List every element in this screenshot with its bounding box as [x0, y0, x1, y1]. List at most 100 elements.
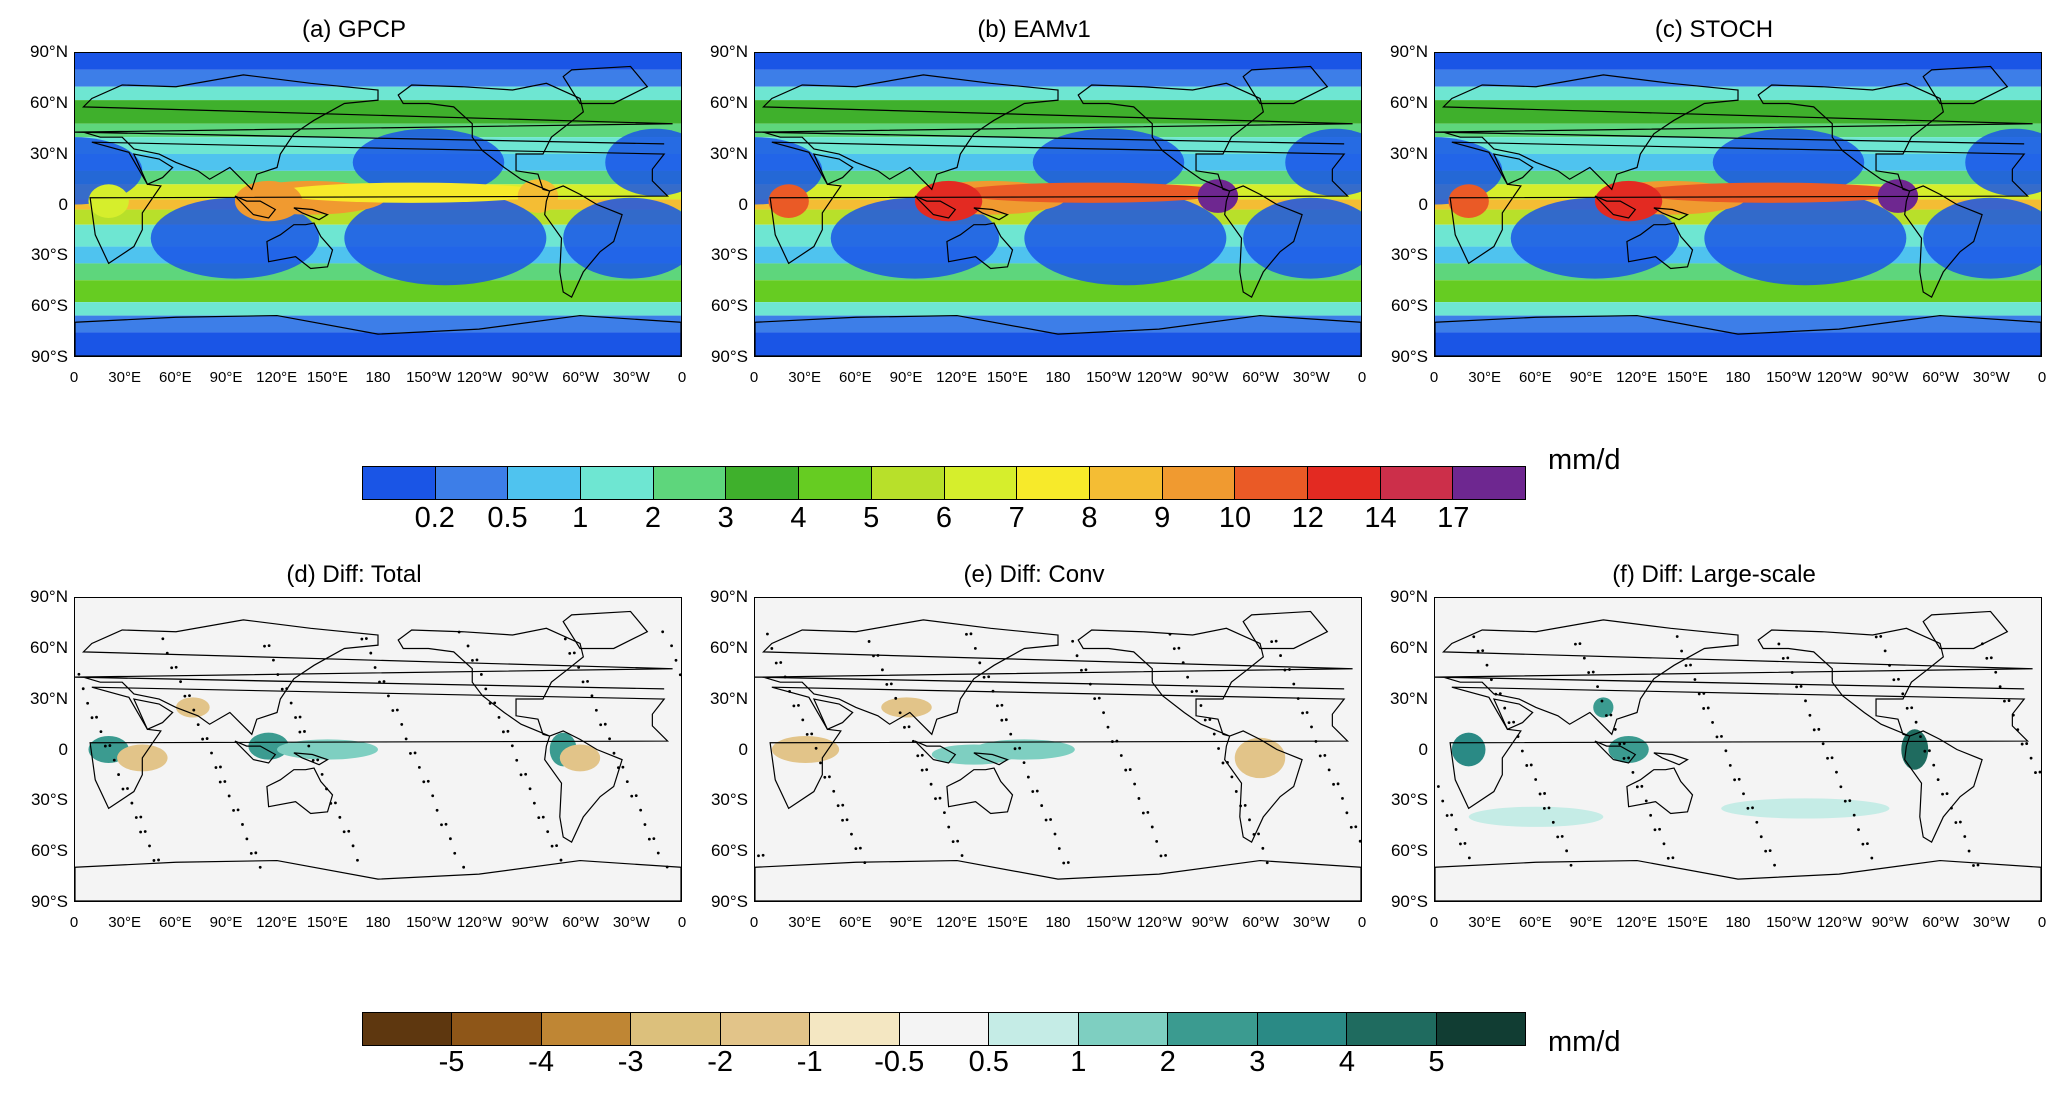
stipple-dot — [1467, 856, 1471, 860]
stipple-dot — [1644, 799, 1648, 803]
latitude-label: 90°N — [30, 42, 68, 61]
colorbar-tick-label: -3 — [617, 1046, 644, 1078]
stipple-dot — [1773, 863, 1776, 867]
diff-colorbar-unit: mm/d — [1548, 1026, 1621, 1058]
stipple-dot — [951, 840, 955, 844]
coastline — [914, 740, 957, 764]
longitude-label: 30°W — [612, 914, 650, 931]
stipple-dot — [1945, 792, 1949, 796]
coastline — [1435, 314, 2041, 356]
coastline — [75, 314, 681, 356]
stipple-dot — [995, 704, 999, 708]
stipple-dot — [263, 644, 266, 648]
diff-anomaly — [176, 697, 210, 718]
latitude-label: 30°N — [30, 143, 68, 163]
stipple-dot — [298, 715, 302, 719]
longitude-label: 150°W — [1086, 914, 1132, 931]
coastline — [1594, 195, 1637, 219]
latitude-label: 90°S — [30, 347, 68, 366]
stipple-dot — [1512, 720, 1516, 724]
map-panel: (f) Diff: Large-scale 90°N 60°N 30°N 0 30°S 60… — [1374, 561, 2054, 941]
longitude-label: 60°E — [158, 369, 192, 386]
coastline — [755, 859, 1361, 901]
stipple-dot — [241, 823, 244, 826]
longitude-label: 0 — [69, 369, 79, 386]
stipple-dot — [294, 716, 297, 719]
stipple-dot — [1441, 799, 1445, 803]
stipple-dot — [639, 808, 643, 812]
stipple-dot — [652, 837, 656, 840]
stipple-dot — [157, 858, 160, 862]
map-panel: (b) EAMv1 90°N 60°N 30°N 0 30°S 60°S 90°S 0 30°E 6… — [694, 16, 1374, 396]
coastline — [1594, 740, 1637, 764]
coastline — [397, 627, 585, 737]
latitude-label: 30°N — [1390, 688, 1428, 708]
stipple-dot — [586, 679, 589, 683]
panel-title: (d) Diff: Total — [286, 561, 422, 588]
stipple-dot — [369, 651, 373, 655]
stipple-dot — [1702, 707, 1706, 710]
stipple-dot — [373, 666, 377, 669]
stipple-dot — [497, 715, 501, 719]
stipple-dot — [311, 759, 315, 762]
coastline — [132, 698, 174, 731]
stipple-dot — [1994, 670, 1998, 674]
stipple-dot — [1000, 718, 1004, 722]
stipple-dot — [1781, 656, 1785, 660]
stipple-dot — [170, 666, 174, 670]
stipple-dot — [1119, 754, 1123, 757]
wet-region — [88, 184, 129, 218]
stipple-dot — [1843, 799, 1847, 803]
stipple-dot — [449, 837, 452, 841]
stipple-dot — [1257, 832, 1260, 836]
stipple-dot — [678, 673, 681, 677]
stipple-dot — [1609, 713, 1613, 717]
stipple-dot — [1671, 856, 1675, 860]
stipple-dot — [1358, 839, 1361, 843]
precip-band — [1435, 280, 2041, 303]
stipple-dot — [2038, 770, 2041, 774]
stipple-dot — [1689, 663, 1692, 667]
stipple-dot — [969, 632, 973, 636]
stipple-dot — [1808, 713, 1812, 717]
stipple-dot — [338, 815, 342, 819]
stipple-dot — [417, 765, 421, 769]
stipple-dot — [1044, 818, 1048, 822]
stipple-dot — [1680, 649, 1684, 653]
stipple-dot — [1318, 754, 1322, 758]
stipple-dot — [612, 751, 616, 755]
map-field — [75, 53, 681, 356]
longitude-label: 30°W — [1972, 369, 2010, 386]
coastline — [544, 730, 623, 843]
precip-colorbar — [362, 466, 1526, 500]
coastline — [562, 65, 649, 105]
stipple-dot — [289, 701, 293, 705]
map-field — [75, 598, 681, 901]
stipple-dot — [351, 844, 355, 848]
colorbar-segment — [1089, 467, 1163, 499]
coastline — [1077, 627, 1265, 737]
latitude-label: 0 — [1418, 194, 1428, 214]
stipple-dot — [1958, 820, 1962, 824]
stipple-dot — [1627, 756, 1631, 760]
latitude-label: 90°N — [30, 587, 68, 606]
stipple-dot — [210, 751, 213, 755]
precip-band — [75, 69, 681, 87]
stipple-dot — [1053, 832, 1057, 836]
coastline — [1435, 74, 2033, 191]
stipple-dot — [108, 744, 112, 747]
world-map — [1434, 52, 2042, 357]
map-panel: (e) Diff: Conv 90°N 60°N 30°N 0 30°S 60°S 90°S 0… — [694, 561, 1374, 941]
stipple-dot — [245, 837, 249, 841]
dry-region — [75, 137, 143, 205]
latitude-label: 60°N — [30, 637, 68, 657]
longitude-label: 30°E — [788, 914, 822, 931]
latitude-label: 30°S — [30, 790, 68, 810]
stipple-dot — [1998, 685, 2002, 689]
diff-anomaly — [1721, 798, 1890, 819]
stipple-dot — [1476, 649, 1480, 653]
longitude-label: 0 — [677, 369, 687, 386]
stipple-dot — [1481, 649, 1485, 653]
longitude-label: 60°E — [838, 369, 872, 386]
stipple-dot — [903, 725, 906, 729]
